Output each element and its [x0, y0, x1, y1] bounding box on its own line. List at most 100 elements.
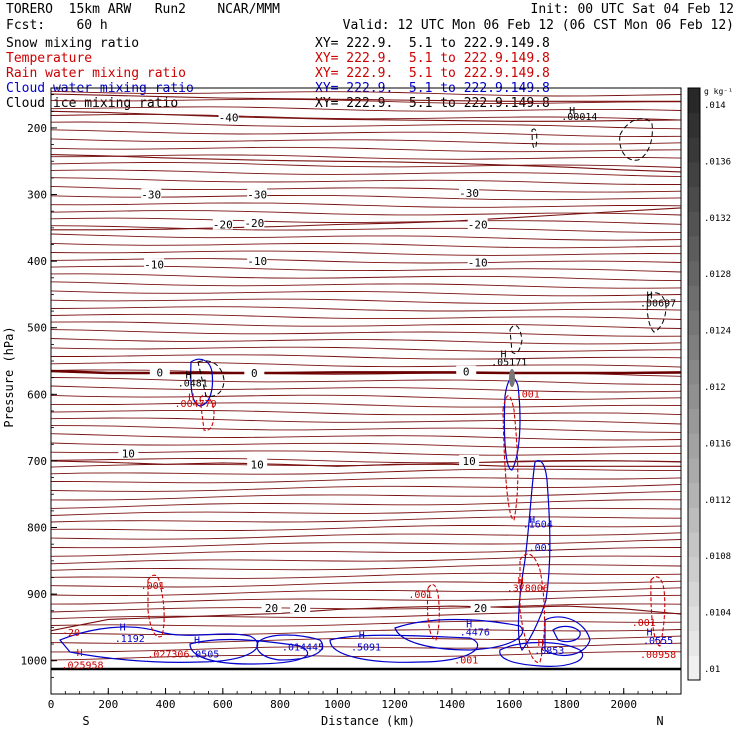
- contour-value-label: .4476: [460, 627, 490, 638]
- colorbar-unit: g kg⁻¹: [704, 87, 733, 96]
- temperature-contour: [50, 98, 681, 105]
- forecast-hour: Fcst: 60 h: [6, 18, 108, 33]
- field-xy-snow: XY= 222.9. 5.1 to 222.9.149.8: [315, 36, 550, 51]
- contour-value-label: H: [120, 623, 126, 634]
- temperature-contour: [50, 242, 682, 249]
- isotherm-label: -20: [213, 219, 233, 232]
- colorbar: .01 .0104 .0108 .0112 .0116 .012 .0124 .0128 .01…: [687, 87, 733, 681]
- temperature-contour: [50, 572, 682, 579]
- cloud-water-contour: [544, 616, 591, 657]
- temperature-contour: [50, 442, 682, 449]
- temperature-contour: [50, 433, 682, 441]
- temperature-contour: [50, 507, 682, 516]
- contour-value-label: .5091: [351, 643, 381, 654]
- contour-value-label: H: [518, 576, 524, 587]
- isotherm-label: 20: [265, 602, 278, 615]
- y-tick-label: 800: [27, 522, 47, 535]
- plot-frame: [50, 87, 682, 695]
- isotherm-label: -30: [459, 187, 479, 200]
- isotherm-label: -40: [219, 111, 239, 124]
- temperature-contour: [50, 129, 682, 137]
- contour-value-label: .001: [141, 581, 165, 592]
- colorbar-swatch: [688, 655, 700, 681]
- snow-ice-contour: [619, 118, 653, 161]
- temperature-contour: [50, 385, 682, 393]
- shaded-snow-maximum: [509, 369, 515, 387]
- isotherm-label-bg: [149, 366, 170, 378]
- rain-water-contour: [199, 394, 215, 431]
- temperature-contour: [50, 138, 682, 145]
- model-title: TORERO 15km ARW Run2 NCAR/MMM: [6, 2, 280, 17]
- y-tick-label: 600: [27, 388, 47, 401]
- field-xy-rain: XY= 222.9. 5.1 to 222.9.149.8: [315, 66, 550, 81]
- isotherm-20: [50, 605, 682, 632]
- contour-value-label: .001: [529, 543, 553, 554]
- rain-water-contour: [502, 395, 519, 521]
- temperature-contour: [50, 468, 681, 475]
- temperature-contour: [50, 651, 682, 661]
- temperature-contour: [50, 587, 682, 597]
- isotherm-label-bg: [467, 218, 488, 230]
- contour-value-label: .05171: [491, 358, 527, 369]
- isotherm-0: [50, 369, 682, 375]
- colorbar-swatch: [688, 384, 700, 410]
- colorbar-swatch: [688, 186, 700, 212]
- colorbar-swatch: [688, 433, 700, 459]
- contour-value-label: .014445: [282, 643, 324, 654]
- temperature-contour: [50, 458, 682, 464]
- isotherm-label-bg: [212, 218, 233, 230]
- cloud-water-contour: [552, 625, 581, 643]
- colorbar-swatch: [688, 260, 700, 286]
- temperature-contour: [50, 361, 682, 368]
- isotherm-label: -30: [141, 189, 161, 202]
- colorbar-tick-label: .0128: [704, 270, 731, 280]
- temperature-contour: [50, 547, 682, 557]
- y-axis-label: Pressure (hPa): [2, 326, 16, 427]
- isotherm-label-bg: [470, 602, 491, 614]
- isotherm-label: 20: [474, 602, 487, 615]
- snow-ice-contour: [197, 360, 225, 397]
- temperature-contour: [51, 154, 682, 160]
- temperature-contour: [50, 580, 682, 588]
- x-axis-label: Distance (km): [321, 714, 415, 728]
- contour-value-label: H: [188, 392, 194, 403]
- temperature-contour: [50, 210, 682, 216]
- cloud-water-contour: [256, 634, 324, 661]
- contour-value-label: H: [359, 631, 365, 642]
- contour-value-label: H: [646, 627, 652, 638]
- contour-value-label: H: [646, 290, 652, 301]
- isotherm-10: [50, 460, 681, 467]
- isotherm-label: 0: [157, 366, 164, 379]
- field-label-snow: Snow mixing ratio: [6, 36, 140, 51]
- right-endpoint-label: N: [656, 714, 663, 728]
- contour-value-label: .0555: [643, 636, 673, 647]
- contour-value-label: .001: [516, 390, 540, 401]
- x-tick-label: 1200: [381, 698, 408, 711]
- contour-value-label: .1192: [115, 634, 145, 645]
- contour-value-label: H: [77, 648, 83, 659]
- x-tick-label: 1800: [553, 698, 580, 711]
- isotherm--10: [51, 207, 682, 231]
- contour-value-label: .00014: [561, 112, 597, 123]
- contour-value-label: .378006: [507, 583, 549, 594]
- left-endpoint-label: S: [82, 714, 89, 728]
- x-tick-label: 400: [156, 698, 176, 711]
- colorbar-tick-label: .0124: [704, 327, 731, 337]
- x-tick-label: 2000: [610, 698, 637, 711]
- temperature-contour: [50, 321, 682, 329]
- contour-value-label: .00958: [640, 650, 676, 661]
- colorbar-swatch: [688, 359, 700, 385]
- colorbar-swatch: [688, 88, 700, 114]
- temperature-contour: [50, 490, 682, 501]
- temperature-contour: [50, 162, 682, 168]
- colorbar-tick-label: .0108: [704, 552, 731, 562]
- temperature-contour: [51, 642, 682, 653]
- temperature-contour: [50, 483, 682, 492]
- isotherm-label-bg: [261, 602, 282, 614]
- y-tick-label: 200: [27, 122, 47, 135]
- snow-ice-contour: [646, 292, 667, 333]
- y-tick-label: 400: [27, 255, 47, 268]
- temperature-contour: [50, 477, 682, 484]
- isotherm-label-bg: [244, 367, 265, 379]
- contour-value-label: .025958: [61, 661, 103, 672]
